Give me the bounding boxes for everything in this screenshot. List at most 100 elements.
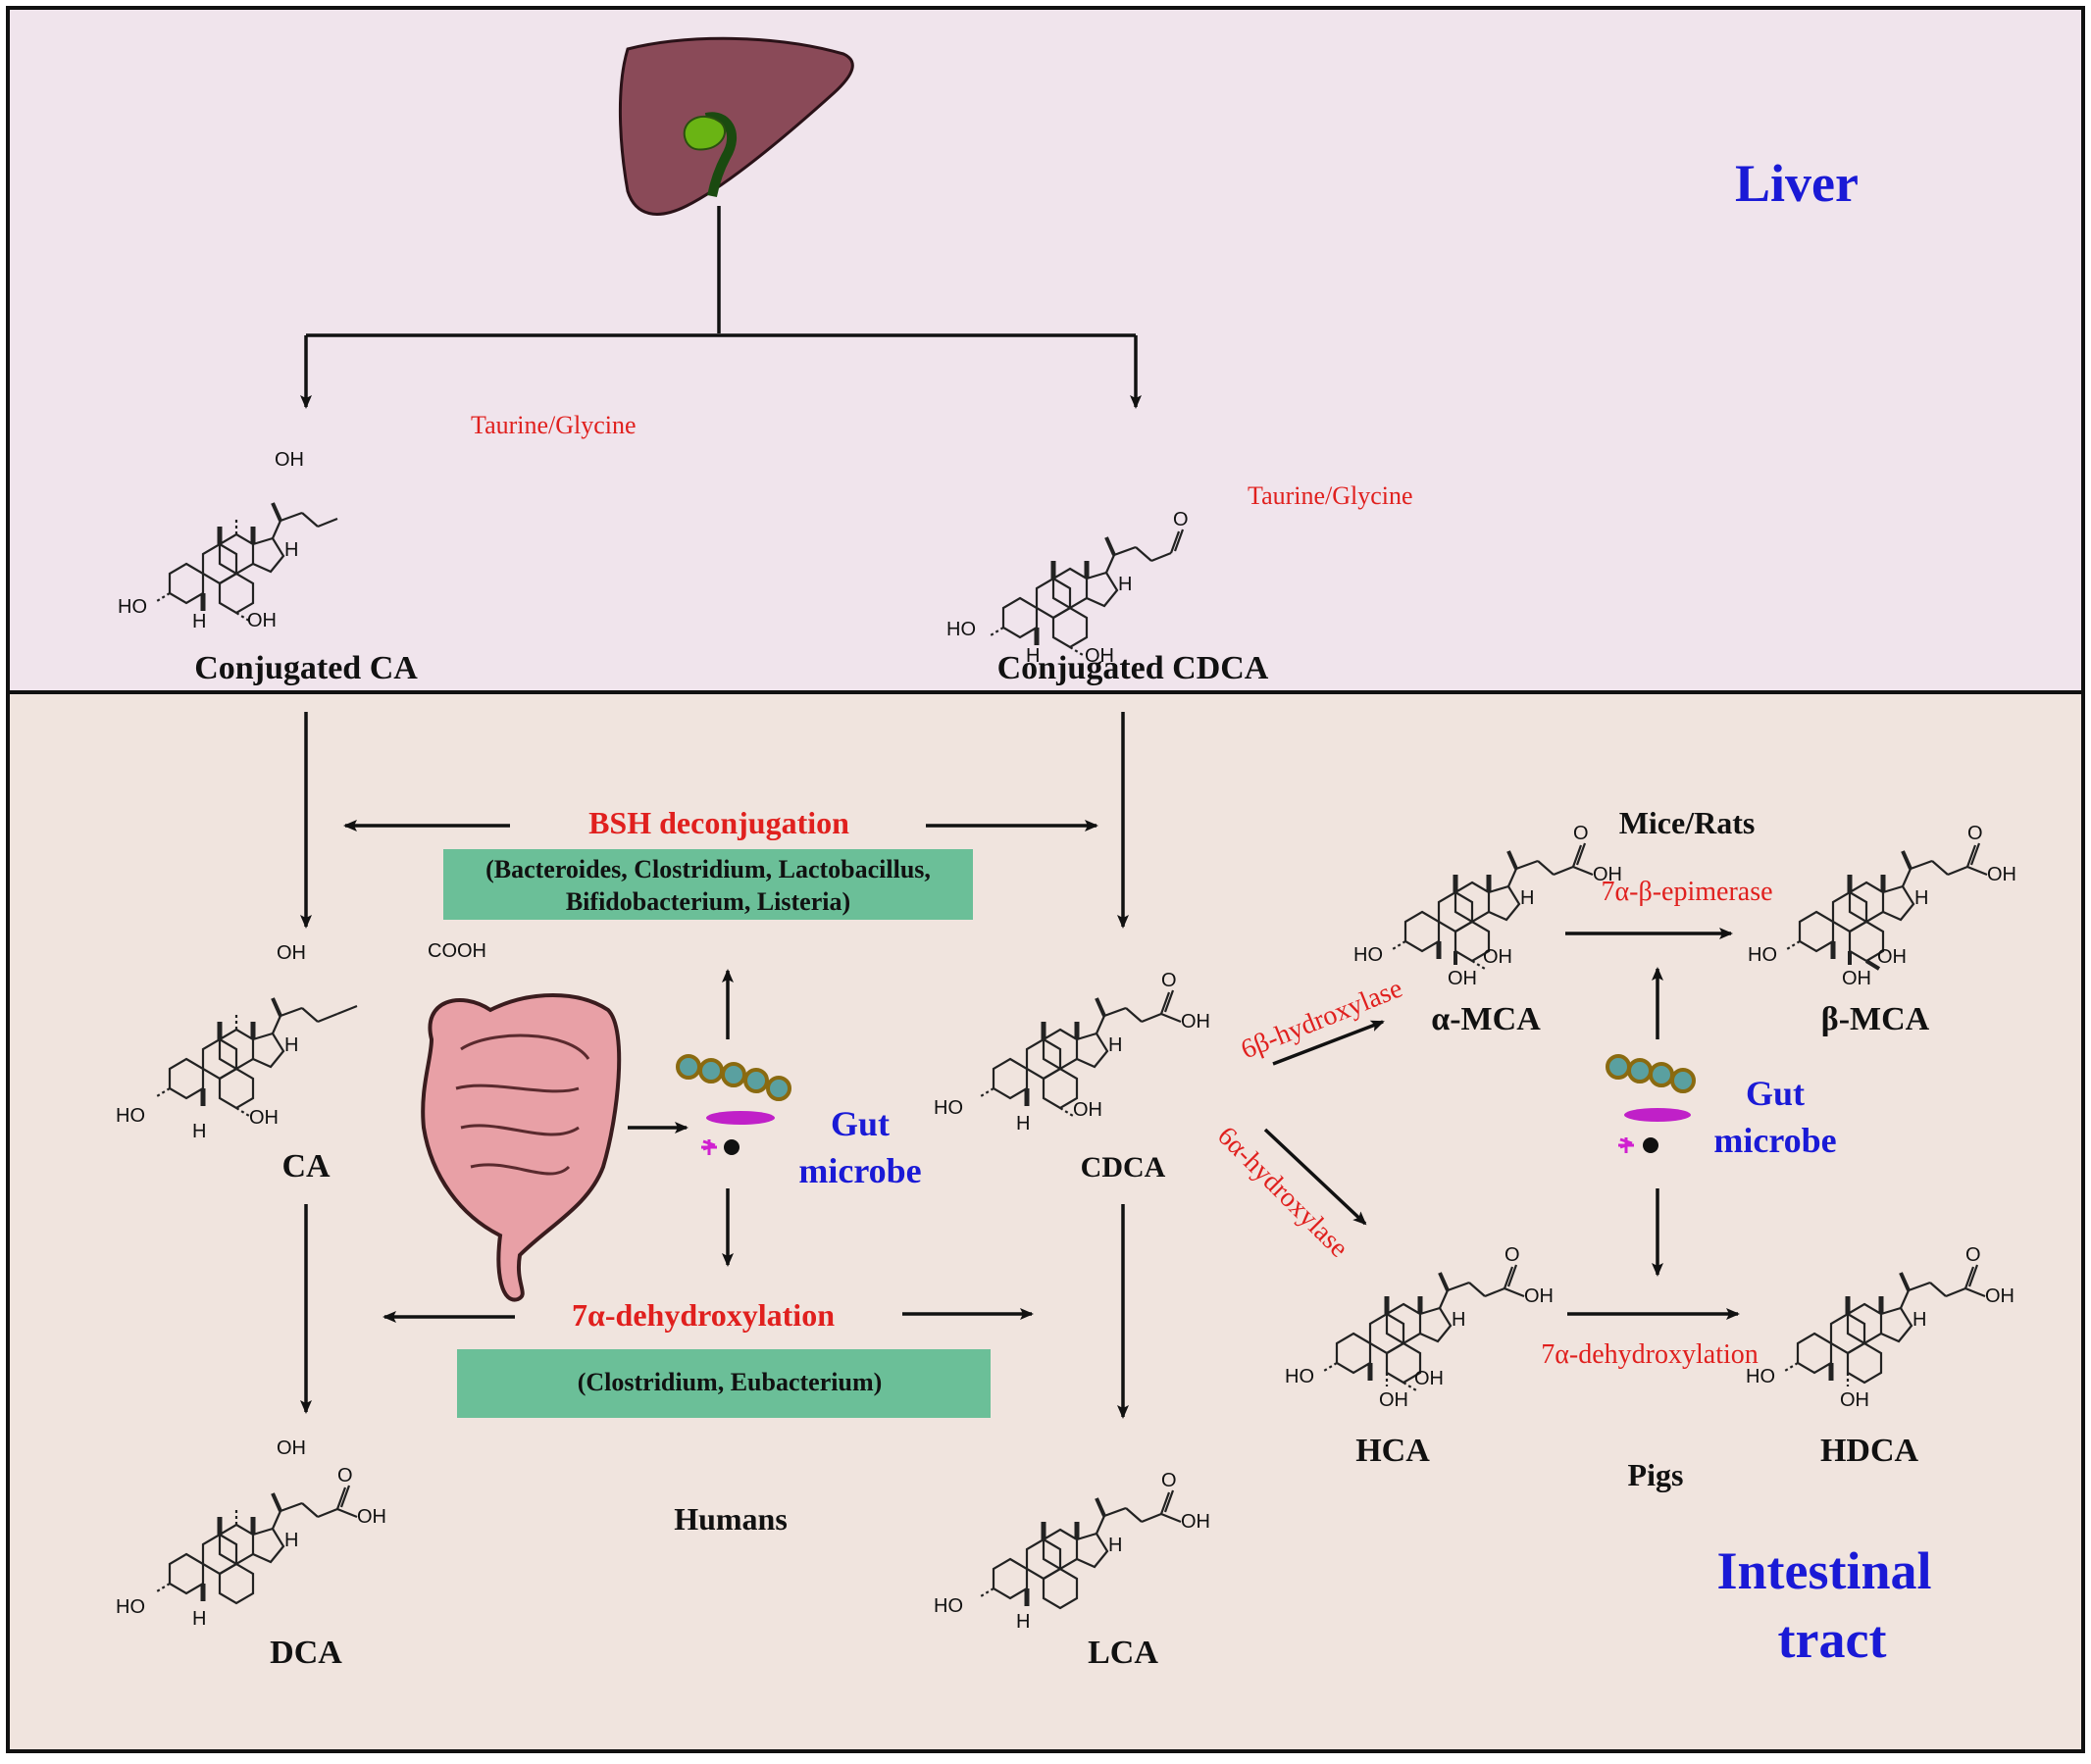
molecule-conjugated-ca: HO OH OH H H — [118, 449, 337, 632]
liver-panel — [6, 6, 2085, 694]
svg-text:H: H — [1016, 1113, 1030, 1134]
dehydroxylation-bacteria: (Clostridium, Eubacterium) — [578, 1368, 883, 1396]
label-alpha-mca: α-MCA — [1431, 1001, 1541, 1037]
svg-text:H: H — [1108, 1535, 1122, 1556]
svg-text:OH: OH — [1073, 1099, 1102, 1121]
svg-text:HO: HO — [934, 1595, 963, 1617]
species-mice-rats: Mice/Rats — [1619, 805, 1756, 840]
svg-text:H: H — [192, 611, 206, 632]
svg-text:O: O — [1573, 823, 1589, 844]
conjugate-label-cdca: Taurine/Glycine — [1248, 481, 1413, 510]
molecule-hdca: HO OH H OH O — [1746, 1244, 2014, 1411]
svg-text:H: H — [1914, 887, 1928, 909]
svg-text:H: H — [1452, 1309, 1465, 1331]
species-pigs: Pigs — [1628, 1457, 1684, 1492]
dehydroxylation-pigs-label: 7α-dehydroxylation — [1541, 1339, 1759, 1370]
bsh-deconjugation-label: BSH deconjugation — [588, 805, 849, 840]
svg-text:HO: HO — [1353, 944, 1383, 966]
svg-text:O: O — [1161, 970, 1177, 991]
svg-text:OH: OH — [247, 610, 277, 631]
microbe-icon-right — [1606, 1054, 1696, 1153]
svg-text:H: H — [284, 1034, 298, 1056]
bsh-bacteria-box — [443, 849, 973, 920]
epimerase-label: 7α-β-epimerase — [1601, 877, 1772, 907]
label-lca: LCA — [1088, 1635, 1158, 1671]
svg-text:OH: OH — [1593, 864, 1622, 885]
svg-text:H: H — [192, 1608, 206, 1630]
gut-microbe-left-line1: Gut — [831, 1104, 890, 1143]
svg-text:OH: OH — [1181, 1011, 1210, 1033]
svg-text:O: O — [1161, 1470, 1177, 1491]
molecule-hca: HO OH OH H OH O — [1285, 1244, 1554, 1411]
molecule-lca: HO H H OH O — [934, 1470, 1210, 1633]
svg-text:OH: OH — [1842, 968, 1871, 989]
dehydroxylation-label: 7α-dehydroxylation — [572, 1297, 835, 1333]
svg-text:O: O — [1965, 1244, 1981, 1266]
svg-text:OH: OH — [1985, 1285, 2014, 1307]
svg-text:HO: HO — [1748, 944, 1777, 966]
svg-text:H: H — [1026, 645, 1040, 667]
svg-text:H: H — [1108, 1034, 1122, 1056]
svg-text:COOH: COOH — [428, 940, 486, 962]
svg-text:OH: OH — [1414, 1368, 1444, 1389]
svg-text:HO: HO — [1746, 1366, 1775, 1387]
svg-text:H: H — [1016, 1611, 1030, 1633]
svg-text:OH: OH — [1448, 968, 1477, 989]
liver-title: Liver — [1735, 154, 1859, 213]
svg-text:OH: OH — [249, 1107, 279, 1129]
svg-text:H: H — [284, 1530, 298, 1551]
label-hca: HCA — [1355, 1433, 1430, 1469]
svg-text:HO: HO — [1285, 1366, 1314, 1387]
microbe-icon-left — [676, 1054, 791, 1155]
intestine-title-line2: tract — [1778, 1610, 1887, 1669]
molecule-beta-mca: HO OH OH H OH O — [1748, 823, 2016, 989]
molecule-dca: HO OH H H OH O — [116, 1437, 386, 1630]
svg-text:OH: OH — [277, 1437, 306, 1459]
dehydroxylation-bacteria-box — [457, 1349, 991, 1418]
svg-text:O: O — [1173, 509, 1189, 530]
label-cdca: CDCA — [1081, 1151, 1166, 1184]
molecule-conjugated-cdca: HO OH H H O — [946, 509, 1189, 667]
svg-text:HO: HO — [946, 619, 976, 640]
molecule-ca: HO OH OH H H COOH — [116, 940, 486, 1142]
liver-icon — [618, 36, 854, 216]
svg-text:OH: OH — [1483, 946, 1512, 968]
label-conjugated-ca: Conjugated CA — [194, 650, 418, 686]
label-conjugated-cdca: Conjugated CDCA — [997, 650, 1269, 686]
svg-text:OH: OH — [1085, 645, 1114, 667]
svg-text:OH: OH — [1877, 946, 1907, 968]
svg-text:OH: OH — [1524, 1285, 1554, 1307]
svg-text:OH: OH — [357, 1506, 386, 1528]
label-beta-mca: β-MCA — [1821, 1001, 1930, 1037]
intestine-panel — [6, 690, 2085, 1753]
svg-text:HO: HO — [934, 1097, 963, 1119]
label-dca: DCA — [270, 1635, 342, 1671]
svg-text:HO: HO — [118, 596, 147, 618]
bsh-bacteria-line1: (Bacteroides, Clostridium, Lactobacillus… — [485, 855, 931, 883]
gut-microbe-left-line2: microbe — [798, 1151, 921, 1190]
svg-text:OH: OH — [1379, 1389, 1408, 1411]
svg-text:O: O — [1967, 823, 1983, 844]
label-hdca: HDCA — [1820, 1433, 1919, 1469]
svg-text:OH: OH — [1987, 864, 2016, 885]
svg-text:HO: HO — [116, 1105, 145, 1127]
svg-text:HO: HO — [116, 1596, 145, 1618]
svg-text:O: O — [1504, 1244, 1520, 1266]
intestine-icon — [421, 993, 622, 1302]
svg-text:H: H — [1118, 574, 1132, 595]
gut-microbe-right-line1: Gut — [1746, 1074, 1805, 1113]
molecule-cdca: HO OH H H OH O — [934, 970, 1210, 1134]
label-ca: CA — [281, 1148, 331, 1184]
svg-text:H: H — [192, 1121, 206, 1142]
intestine-title-line1: Intestinal — [1716, 1541, 1931, 1600]
svg-text:OH: OH — [1181, 1511, 1210, 1533]
svg-text:OH: OH — [275, 449, 304, 471]
bsh-bacteria-line2: Bifidobacterium, Listeria) — [566, 887, 850, 916]
svg-text:OH: OH — [1840, 1389, 1869, 1411]
species-humans: Humans — [674, 1501, 788, 1537]
molecule-alpha-mca: HO OH OH H OH O — [1353, 823, 1622, 989]
gut-microbe-right-line2: microbe — [1713, 1121, 1836, 1160]
svg-text:H: H — [1912, 1309, 1926, 1331]
